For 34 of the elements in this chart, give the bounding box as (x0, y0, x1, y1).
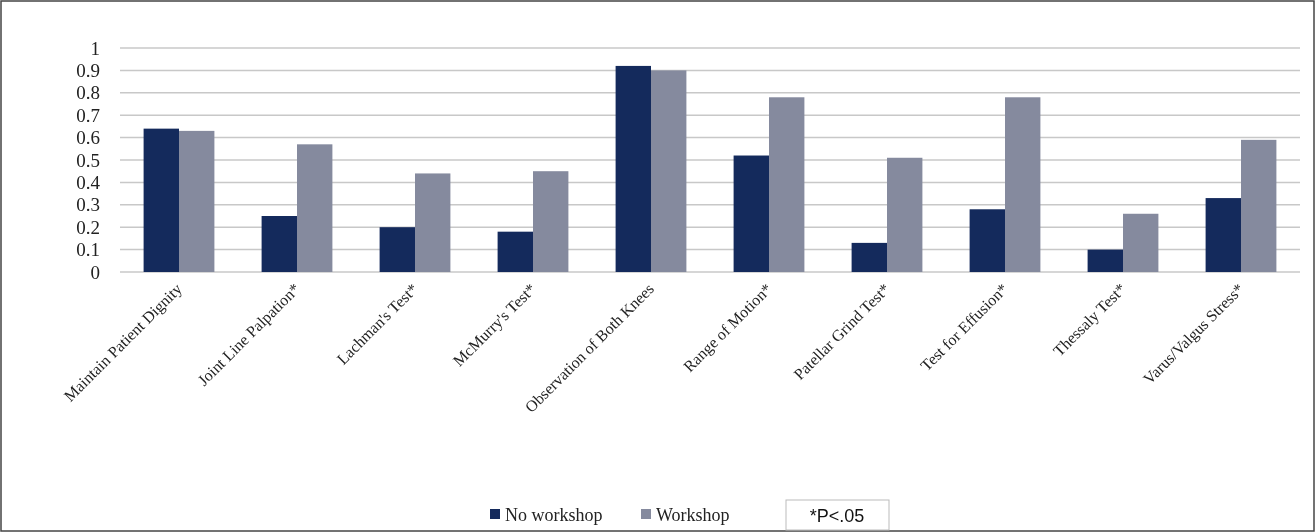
bar (379, 227, 415, 272)
bar (261, 216, 297, 272)
y-tick-label: 0.7 (76, 104, 100, 126)
bar (1005, 97, 1041, 272)
bar (415, 173, 451, 272)
bar (1241, 139, 1277, 272)
bar (1087, 249, 1123, 272)
bar (651, 70, 687, 272)
bar (1205, 198, 1241, 272)
y-tick-label: 0.3 (76, 194, 100, 216)
bar (1123, 213, 1159, 272)
y-tick-label: 0.8 (76, 82, 100, 104)
bar (615, 65, 651, 272)
y-tick-label: 0.4 (76, 172, 101, 194)
bar (143, 128, 179, 272)
bar (733, 155, 769, 272)
y-tick-label: 0 (90, 261, 100, 283)
bar (179, 130, 215, 272)
y-tick-label: 0.9 (76, 60, 100, 82)
bar (969, 209, 1005, 272)
y-tick-label: 0.1 (76, 239, 100, 261)
text: *P<.05 (809, 506, 865, 527)
bar (887, 157, 923, 272)
bar (769, 97, 805, 272)
bar (851, 242, 887, 272)
legend-label: No workshop (505, 505, 603, 526)
bar (497, 231, 533, 272)
y-tick-label: 0.6 (76, 127, 100, 149)
y-tick-label: 0.5 (76, 149, 100, 171)
bar (297, 144, 333, 272)
bar (533, 171, 569, 272)
y-tick-label: 0.2 (76, 216, 100, 238)
legend-label: Workshop (656, 505, 730, 526)
y-tick-label: 1 (90, 37, 100, 59)
